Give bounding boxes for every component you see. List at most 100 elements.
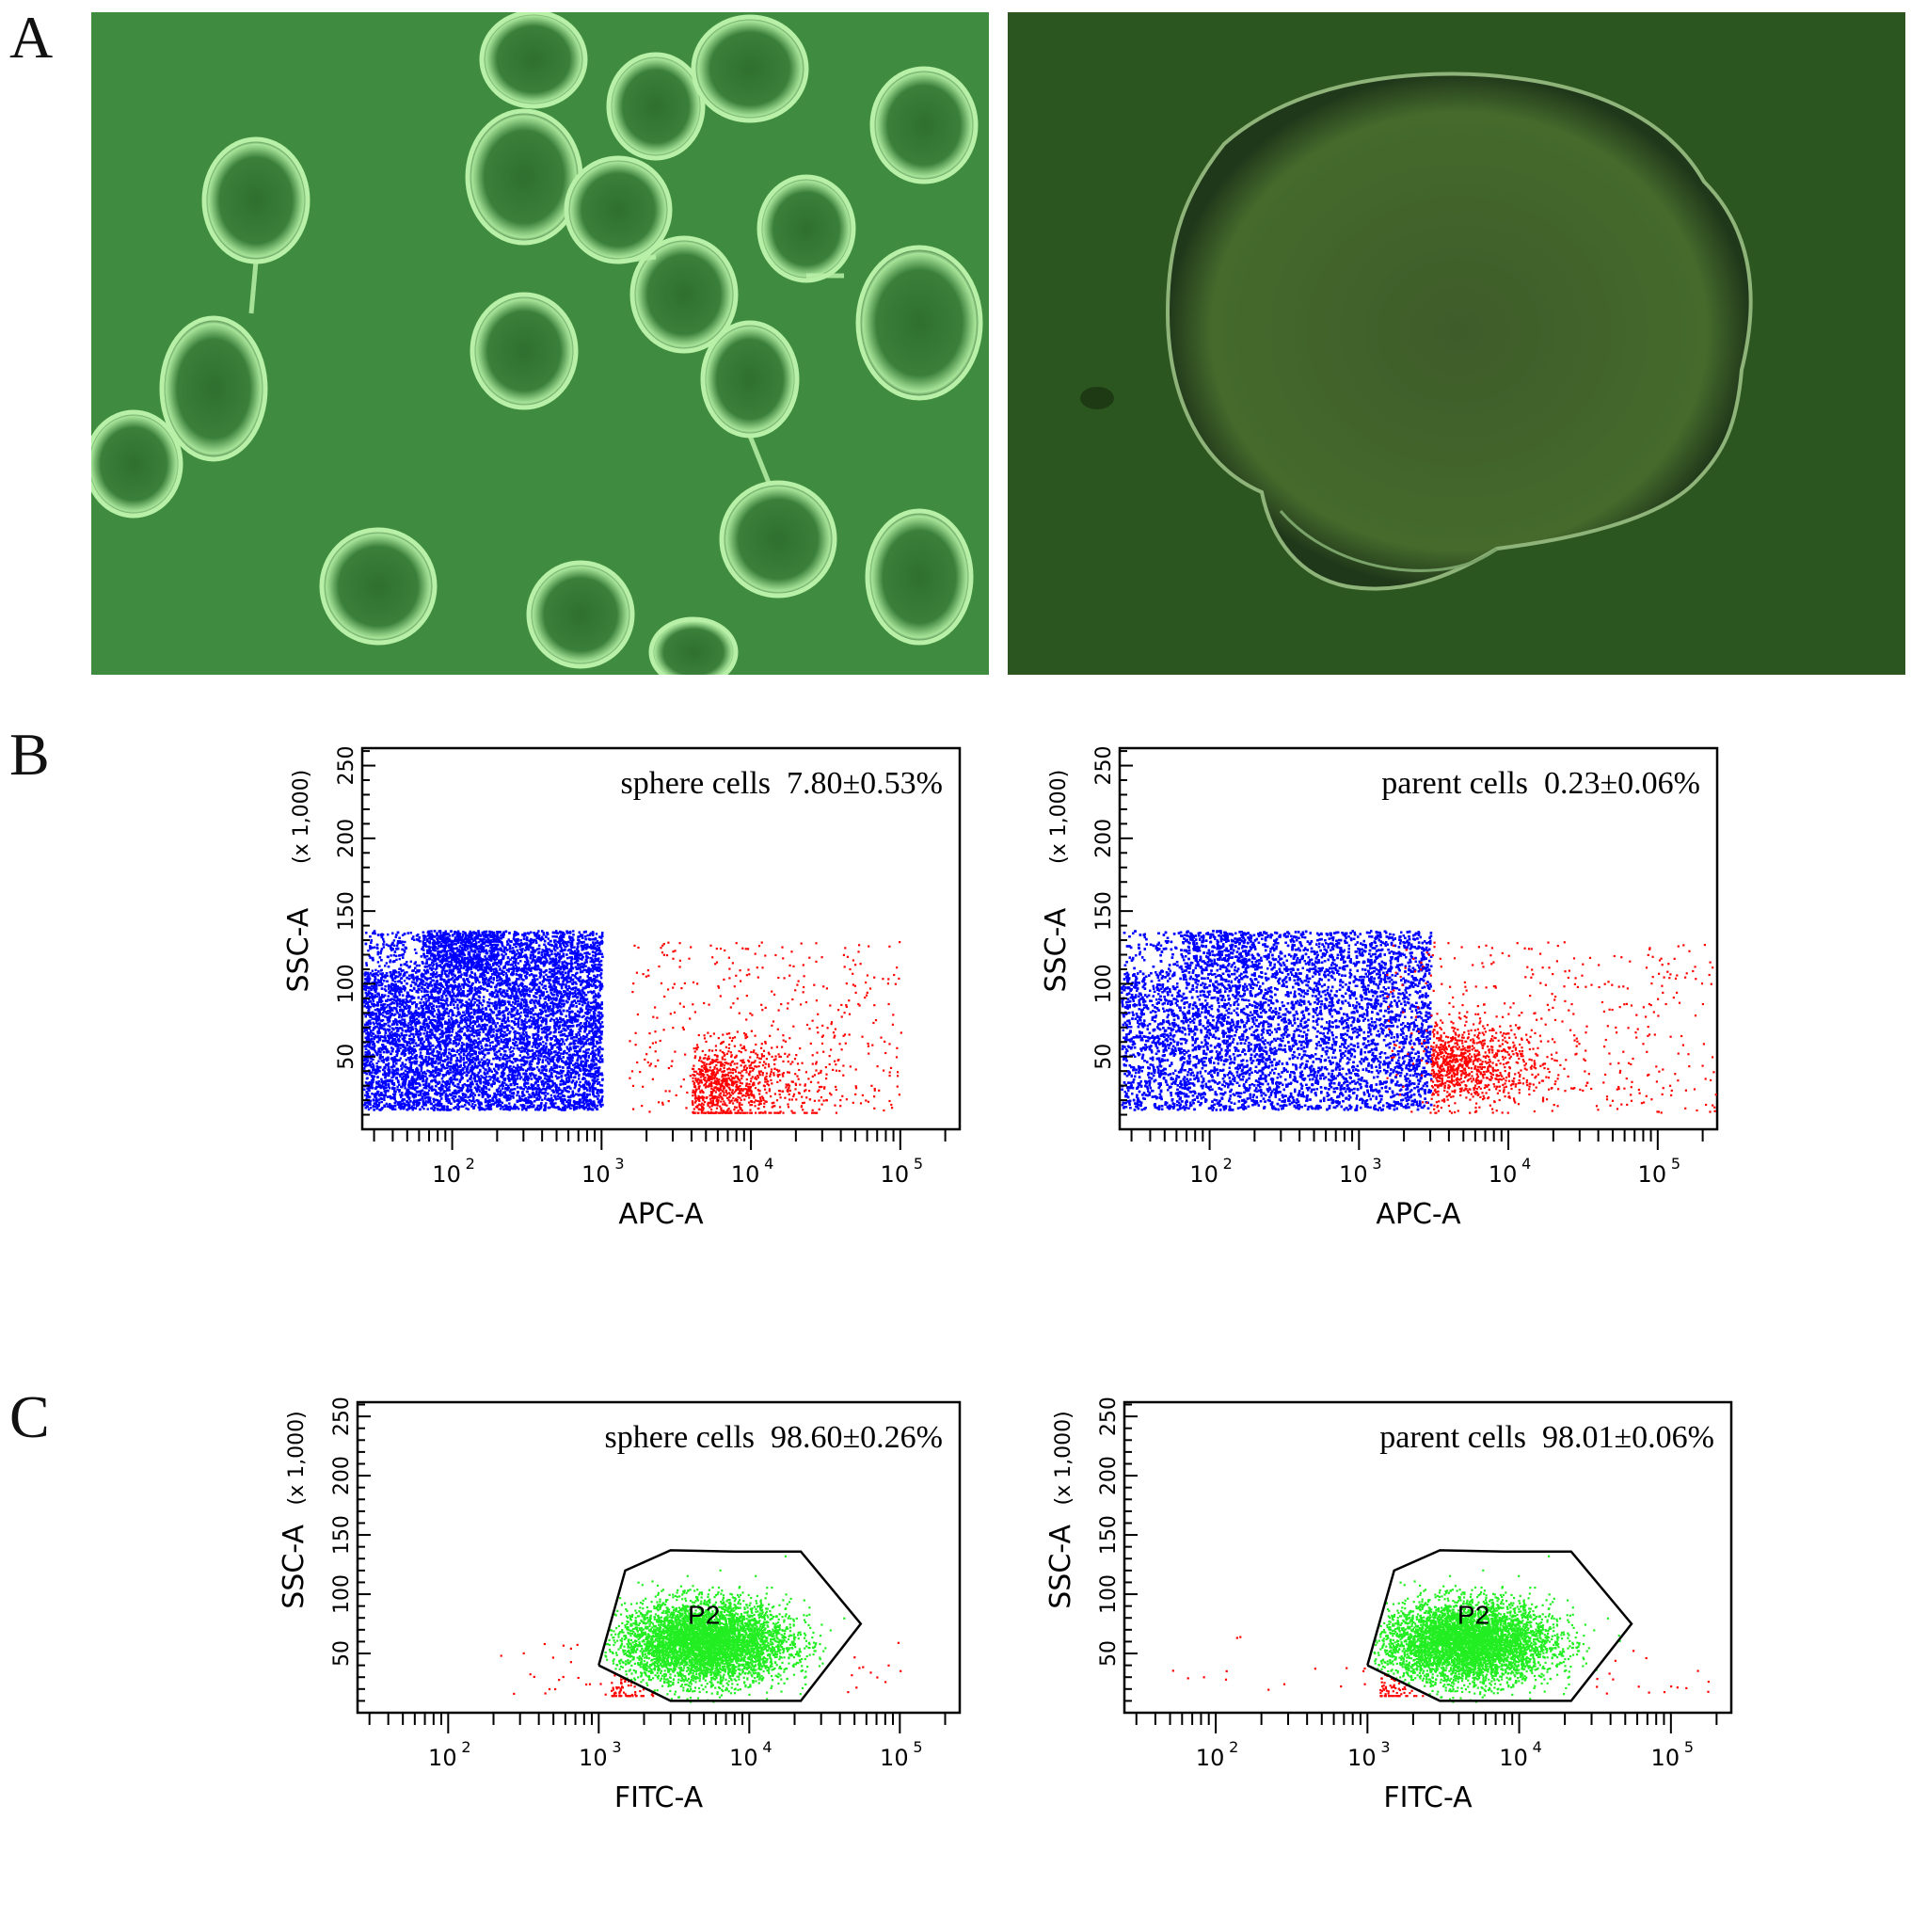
data-point [433,1009,436,1013]
data-point [379,1086,382,1090]
data-point [561,1038,565,1041]
data-point [514,1033,517,1036]
data-point [453,1078,455,1081]
data-point [587,1054,590,1058]
data-point [436,1013,438,1015]
data-point [530,990,533,993]
data-point [382,1011,385,1014]
data-point [376,1010,379,1013]
data-point [371,969,374,972]
data-point [508,979,511,982]
data-point [566,1028,570,1030]
data-point [489,1009,493,1012]
data-point [515,966,518,969]
data-point [377,1028,380,1030]
data-point [476,1079,479,1083]
data-point [549,1001,552,1004]
data-point [522,934,526,937]
data-point [540,1101,543,1105]
data-point [485,1079,488,1082]
data-point [586,979,589,982]
data-point [425,1038,428,1042]
data-point [577,1046,580,1048]
data-point [505,995,508,998]
data-point [520,1034,523,1037]
data-point [478,1085,481,1089]
data-point [409,932,412,934]
data-point [387,933,390,936]
data-point [568,1079,571,1082]
data-point [565,1046,568,1048]
micrograph-parent-cells [91,12,989,675]
data-point [394,994,397,997]
data-point [513,931,517,934]
data-point [431,946,434,949]
data-point [525,1042,529,1045]
data-point [522,998,525,1002]
data-point [539,1013,543,1015]
data-point [498,965,501,968]
data-point [477,940,481,944]
data-point [564,945,566,949]
data-point [556,1019,560,1022]
micrograph-parent-svg [91,12,989,675]
data-point [431,1085,434,1088]
data-point [498,1087,501,1090]
data-point [504,981,507,984]
data-point [568,962,571,966]
data-point [530,982,533,984]
scatter-points [363,930,902,1114]
data-point [573,1086,576,1090]
data-point [549,1052,552,1056]
data-point [438,1040,442,1044]
data-point [523,964,526,966]
data-point [419,982,422,985]
data-point [518,987,520,991]
data-point [582,1108,586,1110]
data-point [470,1049,473,1052]
data-point [376,974,379,977]
data-point [397,1069,400,1072]
data-point [582,1097,586,1100]
data-point [452,1083,454,1086]
data-point [394,954,398,958]
data-point [370,1078,374,1082]
data-point [393,993,397,996]
data-point [479,987,482,991]
data-point [568,1058,571,1061]
data-point [519,1104,522,1107]
data-point [587,1075,591,1078]
data-point [560,1038,563,1041]
data-point [574,1046,577,1050]
data-point [375,1040,379,1044]
data-point [363,981,367,984]
data-point [373,1037,375,1041]
data-point [440,966,443,969]
data-point [439,1089,442,1093]
data-point [372,1027,375,1030]
data-point [480,1045,483,1047]
data-point [408,1015,412,1018]
data-point [382,1073,385,1076]
data-point [458,1047,462,1050]
data-point [413,948,417,951]
data-point [445,950,448,953]
data-point [502,1108,505,1111]
data-point [551,1004,555,1008]
data-point [502,1038,506,1042]
data-point [539,1015,542,1019]
data-point [536,960,539,963]
data-point [390,1076,393,1079]
data-point [438,934,440,937]
data-point [434,1000,437,1003]
data-point [415,1094,418,1096]
data-point [535,1065,539,1069]
data-point [439,1085,443,1089]
data-point [549,1094,553,1097]
data-point [480,1075,483,1078]
data-point [533,1095,536,1098]
data-point [549,1005,551,1008]
data-point [469,1030,472,1033]
data-point [579,994,582,997]
data-point [366,1052,369,1056]
